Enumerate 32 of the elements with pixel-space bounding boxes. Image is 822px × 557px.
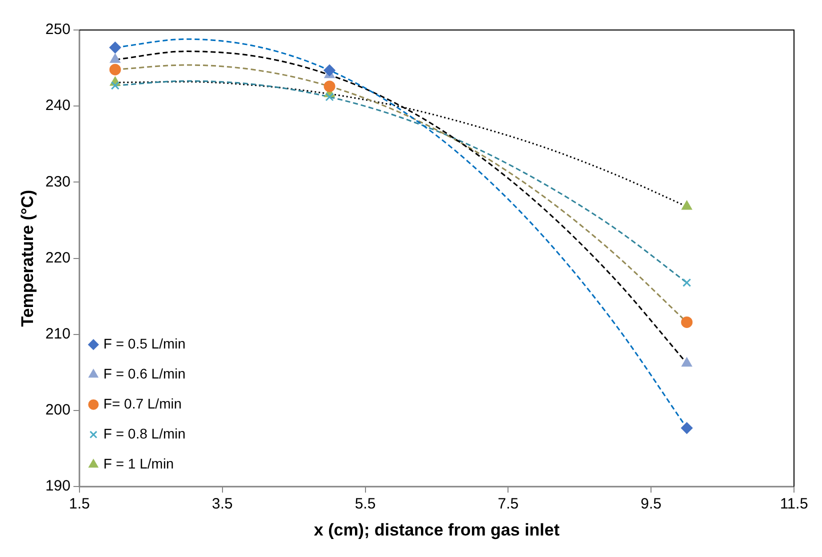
x-tick-label: 9.5 — [640, 496, 662, 513]
legend-label: F = 1 L/min — [103, 455, 174, 472]
y-tick-label: 200 — [45, 402, 70, 419]
y-tick-label: 210 — [45, 326, 70, 343]
legend-label: F = 0.5 L/min — [103, 335, 186, 352]
x-tick-label: 5.5 — [354, 496, 376, 513]
y-tick-label: 230 — [45, 173, 70, 190]
legend-label: F = 0.6 L/min — [103, 365, 186, 382]
y-axis-title: Temperature (°C) — [18, 190, 37, 327]
point — [324, 80, 336, 92]
point — [110, 54, 120, 63]
point — [110, 81, 120, 90]
point — [681, 422, 693, 434]
y-tick-label: 240 — [45, 97, 70, 114]
point — [109, 64, 121, 76]
legend-label: F = 0.8 L/min — [103, 425, 186, 442]
point — [682, 278, 692, 287]
y-tick-label: 220 — [45, 249, 70, 266]
x-axis-title: x (cm); distance from gas inlet — [314, 520, 560, 540]
x-tick-label: 1.5 — [68, 496, 90, 513]
point — [682, 358, 692, 367]
x-tick-label: 7.5 — [498, 496, 519, 513]
point — [681, 316, 693, 328]
point — [324, 64, 336, 76]
point — [682, 200, 692, 210]
point — [325, 92, 334, 102]
legend-label: F= 0.7 L/min — [103, 395, 182, 412]
x-tick-label: 3.5 — [212, 496, 233, 513]
y-tick-label: 190 — [45, 478, 70, 495]
y-tick-label: 250 — [45, 21, 70, 38]
point — [109, 42, 121, 54]
x-tick-label: 11.5 — [780, 496, 808, 513]
